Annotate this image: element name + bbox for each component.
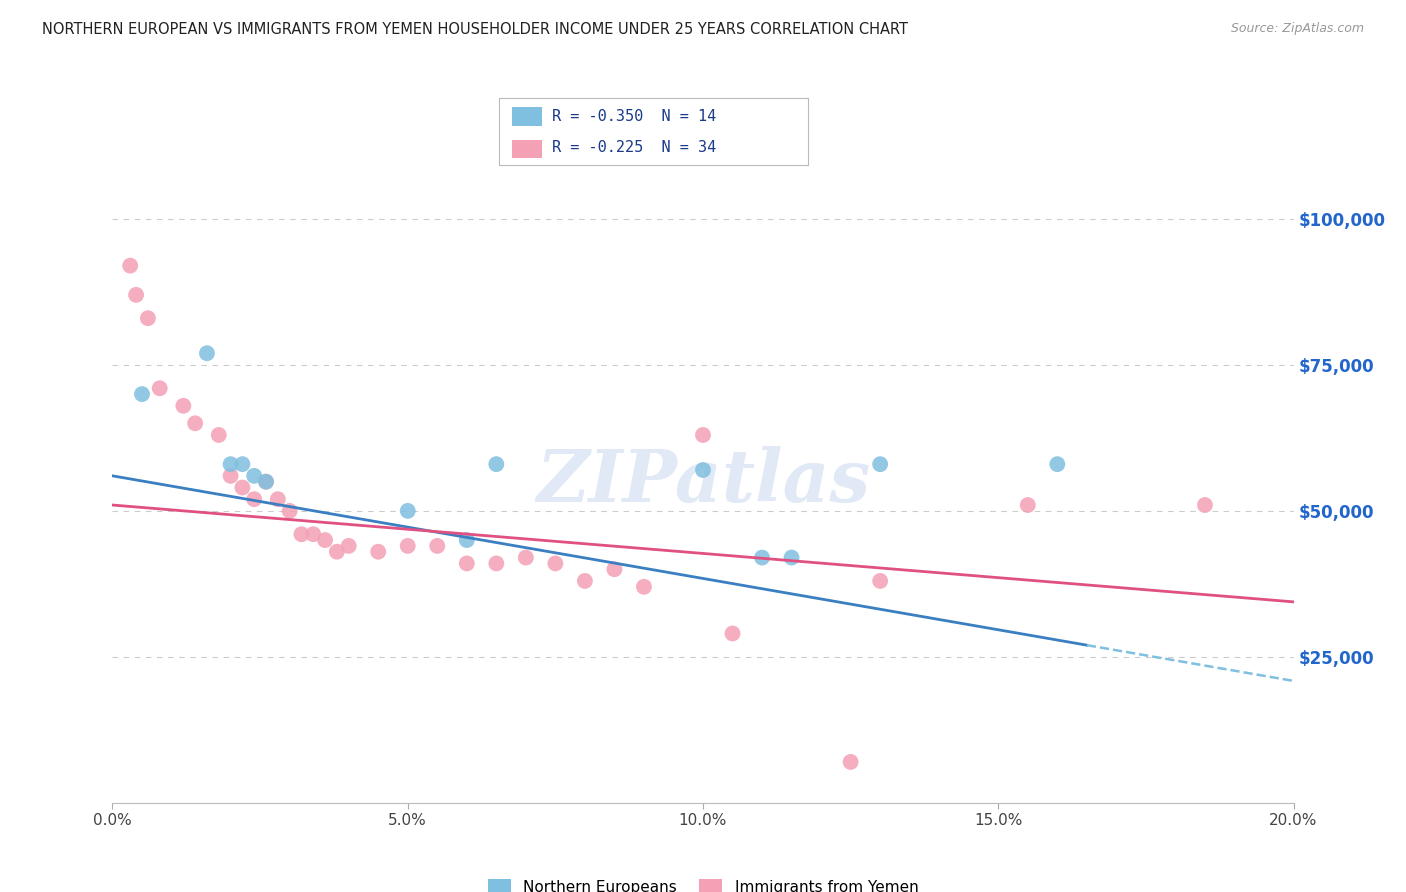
Point [367,545,389,559]
Point [314,533,336,547]
Point [120,259,142,273]
Point [131,387,153,401]
Point [780,550,803,565]
Point [544,557,567,571]
Text: R = -0.350  N = 14: R = -0.350 N = 14 [551,110,716,124]
Point [231,481,253,495]
Point [208,428,231,442]
Point [290,527,312,541]
Point [254,475,277,489]
FancyBboxPatch shape [512,140,543,159]
Point [396,504,419,518]
Point [456,557,478,571]
Point [692,463,714,477]
Point [254,475,277,489]
Point [267,492,290,507]
Point [219,468,242,483]
Point [302,527,325,541]
Point [1046,457,1069,471]
Point [184,417,207,431]
Point [195,346,218,360]
Point [633,580,655,594]
Point [337,539,360,553]
Text: R = -0.225  N = 34: R = -0.225 N = 34 [551,140,716,155]
Point [692,428,714,442]
Point [125,288,148,302]
Point [456,533,478,547]
Point [396,539,419,553]
Text: ZIPatlas: ZIPatlas [536,446,870,517]
Text: Source: ZipAtlas.com: Source: ZipAtlas.com [1230,22,1364,36]
Point [172,399,194,413]
Point [515,550,537,565]
Point [243,468,266,483]
Point [231,457,253,471]
Legend: Northern Europeans, Immigrants from Yemen: Northern Europeans, Immigrants from Yeme… [481,873,925,892]
FancyBboxPatch shape [512,108,543,127]
Point [869,574,891,588]
Point [1194,498,1216,512]
Point [136,311,159,326]
Point [243,492,266,507]
Point [485,557,508,571]
Text: NORTHERN EUROPEAN VS IMMIGRANTS FROM YEMEN HOUSEHOLDER INCOME UNDER 25 YEARS COR: NORTHERN EUROPEAN VS IMMIGRANTS FROM YEM… [42,22,908,37]
Point [485,457,508,471]
Point [219,457,242,471]
Point [1017,498,1039,512]
Point [149,381,172,395]
Point [869,457,891,471]
Point [426,539,449,553]
Point [278,504,301,518]
Point [603,562,626,576]
Point [574,574,596,588]
Point [751,550,773,565]
Point [326,545,349,559]
Point [839,755,862,769]
Point [721,626,744,640]
